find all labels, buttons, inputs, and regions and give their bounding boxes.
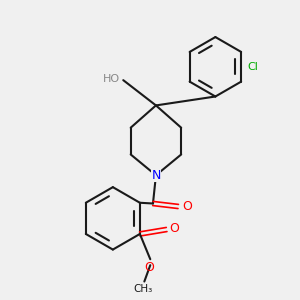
Text: Cl: Cl — [248, 62, 258, 72]
Text: HO: HO — [103, 74, 120, 84]
Text: CH₃: CH₃ — [133, 284, 152, 295]
Text: O: O — [169, 221, 179, 235]
Text: O: O — [182, 200, 192, 213]
Text: N: N — [151, 169, 160, 182]
Text: O: O — [144, 261, 154, 274]
